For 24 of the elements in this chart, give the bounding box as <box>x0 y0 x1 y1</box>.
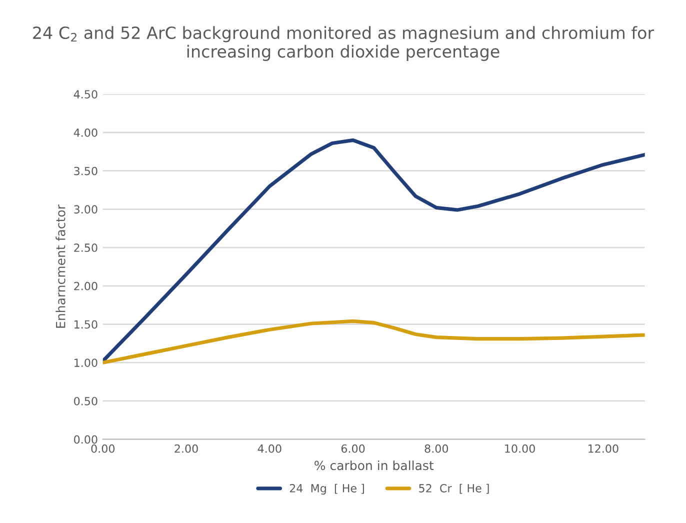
x-tick-label: 10.00 <box>505 444 535 453</box>
y-tick-label: 3.00 <box>74 205 98 214</box>
y-tick-label: 1.00 <box>74 358 98 367</box>
y-tick-label: 1.50 <box>74 320 98 329</box>
y-tick-label: 0.50 <box>74 396 98 406</box>
y-tick-label: 2.00 <box>74 282 98 290</box>
x-tick-label: 2.00 <box>174 444 198 453</box>
y-tick-label: 3.50 <box>74 166 98 176</box>
x-tick-label: 8.00 <box>424 444 448 453</box>
y-axis-title: Enharncment factor <box>56 204 66 328</box>
x-tick-label: 6.00 <box>341 444 365 453</box>
line-series <box>102 319 645 364</box>
x-tick-label: 4.00 <box>258 444 282 453</box>
legend-label: 24 Mg [ He ] <box>290 484 364 495</box>
y-tick-label: 4.50 <box>74 90 98 99</box>
y-tick-label: 2.50 <box>74 244 98 252</box>
y-tick-label: 0.00 <box>74 435 98 444</box>
line-series <box>102 138 645 363</box>
chart-title: 24 C$_{2}$ and 52 ArC background monitored as magnesium and chromium for increasing carbon dioxide percentage <box>33 26 654 61</box>
x-axis-title: % carbon in ballast <box>314 460 434 470</box>
x-tick-label: 0.00 <box>91 444 115 453</box>
y-tick-label: 4.00 <box>74 128 98 137</box>
legend-label: 52 Cr [ He ] <box>419 484 489 494</box>
x-tick-label: 12.00 <box>588 444 618 453</box>
